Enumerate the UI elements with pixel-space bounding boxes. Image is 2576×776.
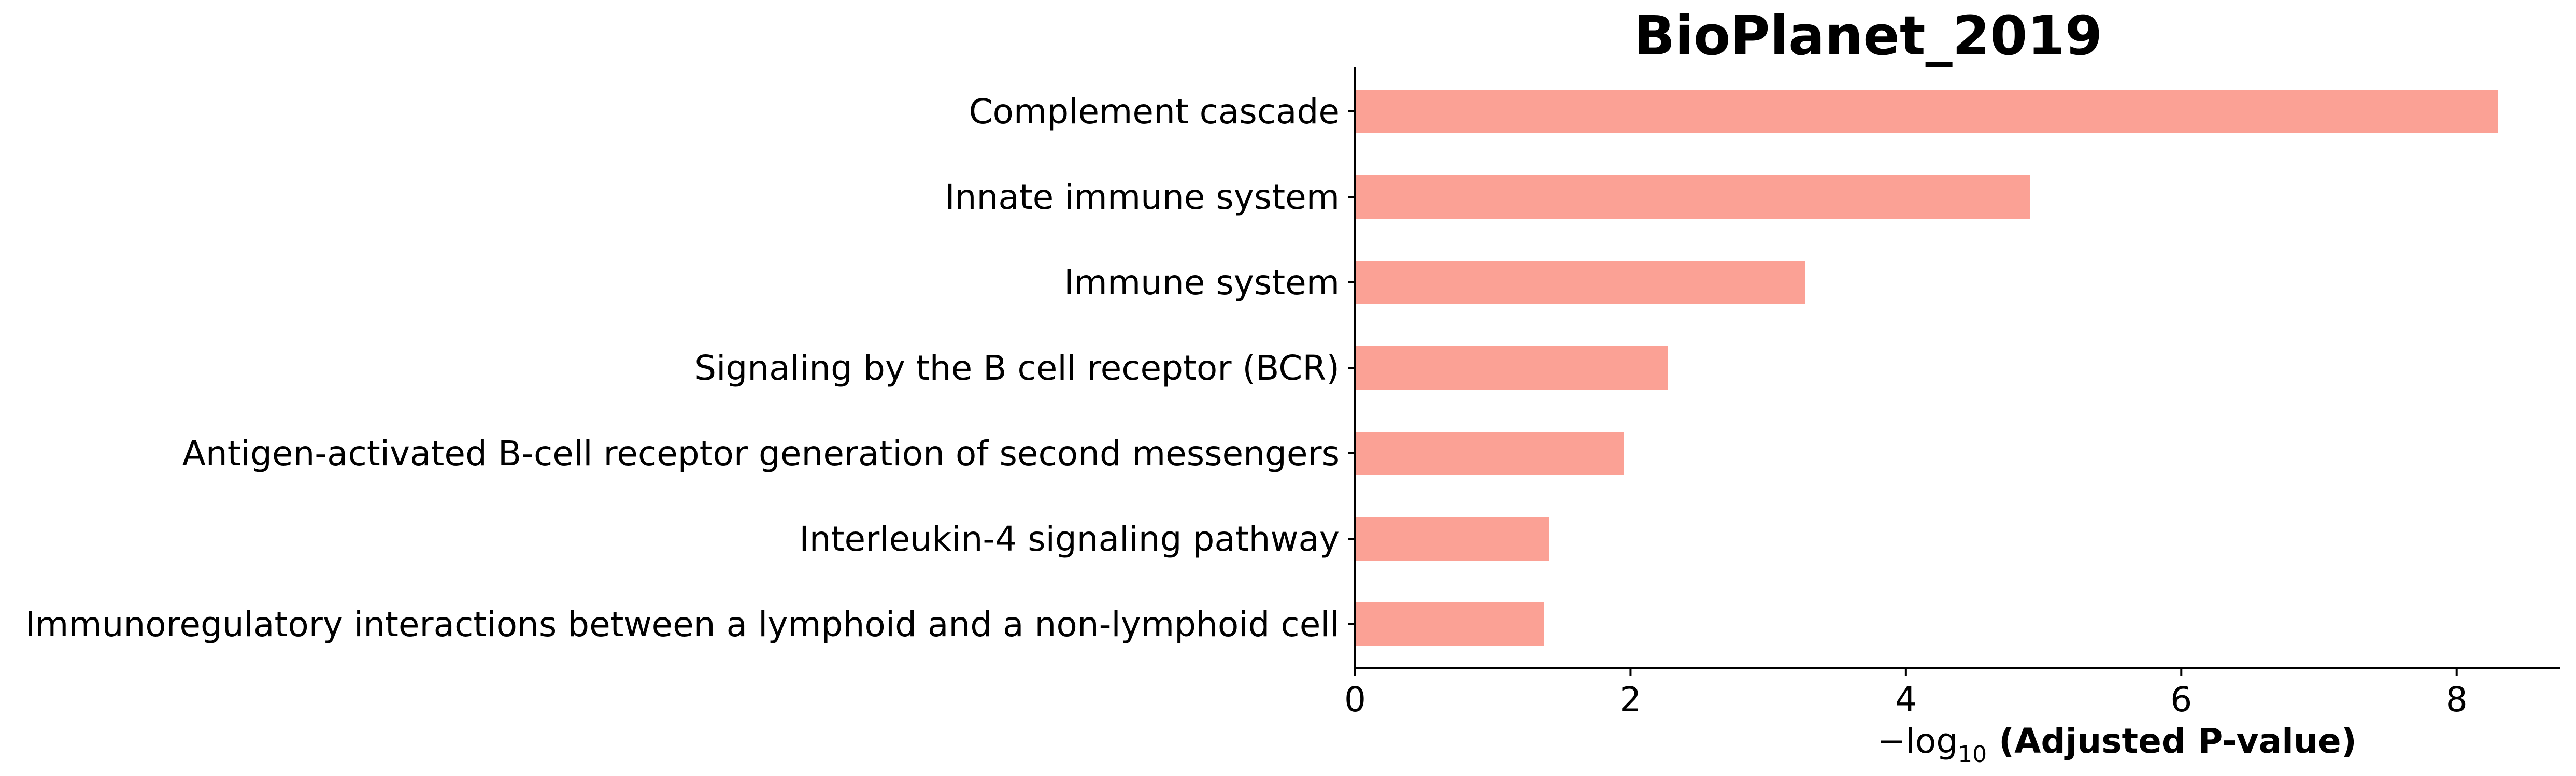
x-tick-label-2: 4 [1895,680,1917,720]
category-label-6: Immunoregulatory interactions between a … [25,605,1340,644]
bar-5 [1355,517,1549,561]
bar-6 [1355,602,1544,646]
bar-1 [1355,175,2030,219]
bar-2 [1355,261,1805,304]
x-axis-label-subscript: 10 [1958,741,1987,768]
bar-3 [1355,346,1668,390]
x-axis-label-prefix: −log [1877,721,1958,761]
x-tick-label-1: 2 [1619,680,1641,720]
x-axis-label: −log10 (Adjusted P-value) [1877,721,2357,768]
chart-title: BioPlanet_2019 [1634,4,2102,67]
x-tick-label-0: 0 [1344,680,1366,720]
bar-4 [1355,432,1624,475]
x-tick-label-4: 8 [2446,680,2468,720]
x-tick-label-3: 6 [2170,680,2192,720]
x-ticks-group: 0 2 4 6 8 [1344,668,2468,720]
category-label-1: Innate immune system [945,177,1340,217]
category-label-2: Immune system [1064,263,1340,303]
x-axis-label-main: (Adjusted P-value) [1987,721,2357,761]
category-label-5: Interleukin-4 signaling pathway [799,519,1340,559]
category-label-4: Antigen-activated B-cell receptor genera… [182,434,1340,473]
bar-0 [1355,90,2498,133]
category-label-3: Signaling by the B cell receptor (BCR) [694,348,1340,388]
category-label-0: Complement cascade [969,92,1340,132]
category-labels-group: Complement cascade Innate immune system Im… [25,92,1355,644]
bars-group [1355,90,2498,646]
